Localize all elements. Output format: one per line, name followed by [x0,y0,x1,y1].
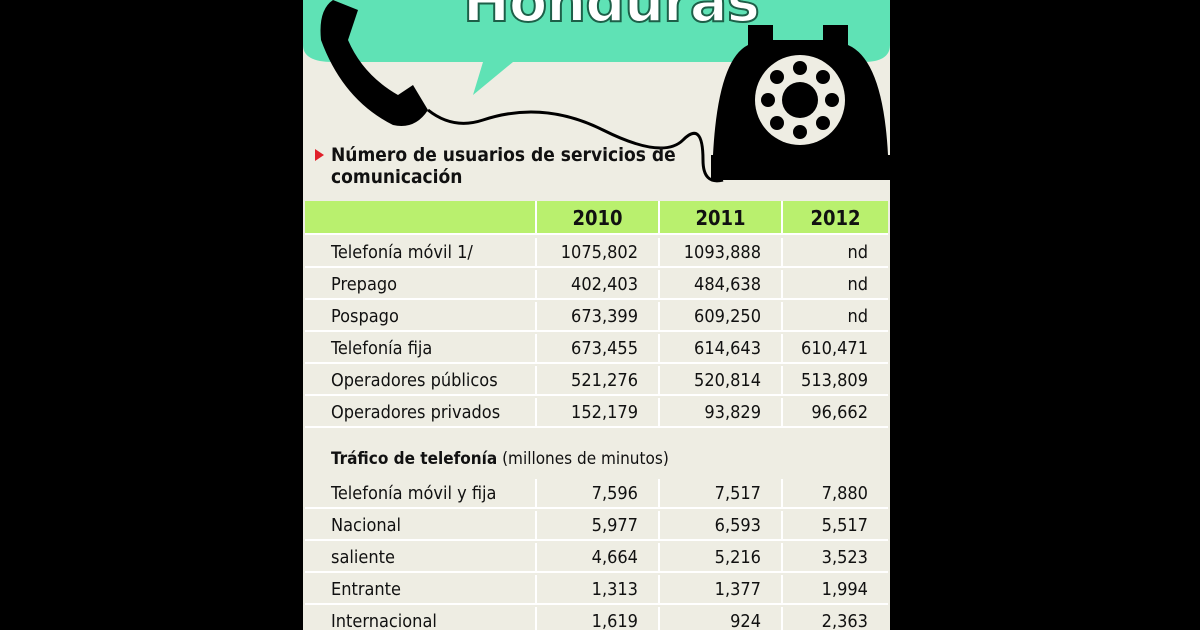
value-cell: 5,517 [783,511,888,541]
infographic: Honduras Número de usuarios de servicios… [303,0,890,630]
label-cell: Entrante [305,575,537,605]
value-cell: 1093,888 [660,238,783,268]
label-cell: Telefonía fija [305,334,537,364]
value-cell: 1,377 [660,575,783,605]
illustration [303,0,890,183]
value-cell: 924 [660,607,783,630]
value-cell: 152,179 [537,398,660,428]
speech-bubble [303,0,890,95]
label-cell: Operadores privados [305,398,537,428]
label-cell: saliente [305,543,537,573]
value-cell: 673,455 [537,334,660,364]
title: Honduras [462,0,761,36]
table-row: Nacional 5,977 6,593 5,517 [305,511,888,543]
value-cell: 7,596 [537,479,660,509]
dial-center [782,82,818,118]
table-row: Operadores privados 152,179 93,829 96,662 [305,398,888,430]
value-cell: 610,471 [783,334,888,364]
section-note: (millones de minutos) [502,449,669,469]
value-cell: 513,809 [783,366,888,396]
phone-base [711,155,890,180]
label-cell: Telefonía móvil 1/ [305,238,537,268]
subtitle: Número de usuarios de servicios de comun… [331,144,676,188]
table-row: Internacional 1,619 924 2,363 [305,607,888,630]
bullet [315,149,324,161]
header-cell: 2011 [660,201,783,235]
value-cell: 4,664 [537,543,660,573]
value-cell: 5,977 [537,511,660,541]
label-cell: Operadores públicos [305,366,537,396]
header-cell: 2010 [537,201,660,235]
value-cell: nd [783,302,888,332]
value-cell: 1,619 [537,607,660,630]
table-row: Pospago 673,399 609,250 nd [305,302,888,334]
value-cell: 484,638 [660,270,783,300]
table-row: Telefonía fija 673,455 614,643 610,471 [305,334,888,366]
value-cell: 614,643 [660,334,783,364]
value-cell: 2,363 [783,607,888,630]
table-row: Telefonía móvil 1/1075,802 1093,888 nd [305,238,888,270]
table-row: Telefonía móvil y fija 7,596 7,517 7,880 [305,479,888,511]
value-cell: nd [783,270,888,300]
value-cell: 5,216 [660,543,783,573]
value-cell: 1,994 [783,575,888,605]
label-cell: Prepago [305,270,537,300]
header-cell: 2012 [783,201,888,235]
table-header: 2010 2011 2012 [305,201,888,235]
label-cell: Nacional [305,511,537,541]
value-cell: 7,517 [660,479,783,509]
value-cell: 402,403 [537,270,660,300]
value-cell: 609,250 [660,302,783,332]
table-row: saliente 4,664 5,216 3,523 [305,543,888,575]
label-cell: Telefonía móvil y fija [305,479,537,509]
value-cell: 96,662 [783,398,888,428]
value-cell: 521,276 [537,366,660,396]
label-cell: Internacional [305,607,537,630]
table-row: Operadores públicos 521,276 520,814 513,809 [305,366,888,398]
section-heading: Tráfico de telefonía (millones de minuto… [331,449,669,469]
value-cell: 6,593 [660,511,783,541]
header-cell [305,201,537,235]
cord [427,108,724,183]
value-cell: 93,829 [660,398,783,428]
value-cell: 520,814 [660,366,783,396]
value-cell: 1075,802 [537,238,660,268]
value-cell: 1,313 [537,575,660,605]
table-row: Entrante 1,313 1,377 1,994 [305,575,888,607]
section-title: Tráfico de telefonía [331,449,498,469]
dial-holes [761,61,839,139]
value-cell: nd [783,238,888,268]
value-cell: 7,880 [783,479,888,509]
table-row: Prepago 402,403 484,638 nd [305,270,888,302]
value-cell: 3,523 [783,543,888,573]
label-cell: Pospago [305,302,537,332]
value-cell: 673,399 [537,302,660,332]
handset [320,0,428,126]
